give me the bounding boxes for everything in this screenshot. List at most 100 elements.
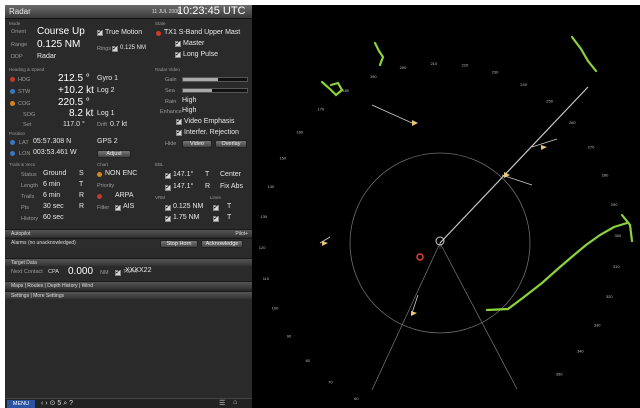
section-heading-label: Heading & Speed bbox=[9, 67, 45, 72]
menu-button[interactable]: MENU bbox=[7, 400, 35, 408]
hide-video-button[interactable]: Video bbox=[182, 140, 212, 148]
rings-checkbox[interactable] bbox=[112, 44, 118, 52]
pts-label: Pts bbox=[21, 205, 29, 211]
lat-status-icon bbox=[10, 140, 15, 145]
ais-checkbox[interactable] bbox=[115, 203, 121, 211]
radar-scope[interactable]: 350 60 70 80 90 100 110 120 130 140 150 160 170 180 19… bbox=[252, 5, 640, 408]
utc-clock: 10:23:45 UTC bbox=[177, 5, 246, 17]
line1-checkbox[interactable] bbox=[213, 203, 219, 211]
line2-true: T bbox=[227, 214, 232, 221]
hdg-source[interactable]: Gyro 1 bbox=[97, 75, 119, 82]
ebl1-checkbox[interactable] bbox=[165, 171, 171, 179]
own-ship-icon bbox=[435, 236, 445, 246]
vrm1-checkbox[interactable] bbox=[165, 203, 171, 211]
alarm-target-icon[interactable] bbox=[416, 253, 424, 261]
true-motion-checkbox[interactable] bbox=[97, 28, 103, 36]
bearing-label: 250 bbox=[546, 99, 553, 104]
hide-label: Hide bbox=[165, 141, 177, 147]
rain-value[interactable]: High bbox=[182, 97, 197, 104]
ais-target-5[interactable] bbox=[322, 241, 328, 246]
target-data-label: Target Data bbox=[11, 260, 37, 266]
bearing-label: 320 bbox=[606, 294, 613, 299]
stw-source[interactable]: Log 2 bbox=[97, 87, 115, 94]
vrm1-value[interactable]: 0.125 NM bbox=[173, 203, 204, 210]
ddp-value[interactable]: Radar bbox=[37, 53, 57, 60]
pilot-plus-label[interactable]: Pilot+ bbox=[235, 231, 248, 237]
home-icon[interactable]: ⌂ bbox=[233, 399, 238, 406]
ais-target-vector-4 bbox=[531, 138, 558, 148]
ais-target-4[interactable] bbox=[541, 145, 547, 150]
ebl2-checkbox[interactable] bbox=[165, 183, 171, 191]
cog-value: 220.5 ° bbox=[58, 97, 90, 108]
bearing-label: 150 bbox=[279, 155, 286, 160]
bearing-label: 290 bbox=[611, 202, 618, 207]
length-value[interactable]: 6 min bbox=[43, 181, 61, 188]
cpa-unit: NM bbox=[100, 270, 109, 276]
set-value: 117.0 ° bbox=[63, 121, 85, 128]
gain-slider[interactable] bbox=[182, 77, 248, 82]
status-value[interactable]: Ground bbox=[43, 170, 67, 177]
gain-slider-fill bbox=[183, 78, 219, 81]
rings-value[interactable]: 0.125 NM bbox=[120, 45, 147, 51]
footer-nav-icons[interactable]: ‹ › ⊙ 5 ⌕ ? bbox=[41, 400, 73, 407]
tcpa-checkbox[interactable] bbox=[115, 268, 121, 276]
layers-icon[interactable]: ☰ bbox=[219, 400, 226, 407]
ebl1-mode[interactable]: Center bbox=[220, 171, 242, 178]
length-label: Length bbox=[21, 183, 38, 189]
arpa-value[interactable]: ARPA bbox=[115, 192, 134, 199]
video-emphasis-checkbox[interactable] bbox=[176, 117, 182, 125]
orient-value[interactable]: Course Up bbox=[37, 26, 85, 37]
bearing-label: 120 bbox=[259, 245, 266, 250]
master-checkbox[interactable] bbox=[175, 39, 181, 47]
hide-overlay-button[interactable]: Overlay bbox=[215, 140, 247, 148]
enc-value[interactable]: NON ENC bbox=[105, 170, 138, 177]
bearing-label: 340 bbox=[577, 349, 584, 354]
autopilot-label: Autopilot bbox=[11, 231, 31, 237]
coast-echo-2 bbox=[320, 80, 344, 97]
date-display: 11 JUL 2006 bbox=[152, 9, 180, 15]
autopilot-bar[interactable]: Autopilot Pilot+ bbox=[5, 229, 252, 237]
ais-value: AIS bbox=[123, 203, 135, 210]
settings-bar[interactable]: Settings | More Settings bbox=[5, 291, 252, 299]
radar-display[interactable]: 350 60 70 80 90 100 110 120 130 140 150 160 170 180 19… bbox=[252, 5, 640, 408]
ais-target-3[interactable] bbox=[411, 311, 417, 316]
interference-checkbox[interactable] bbox=[176, 128, 182, 136]
transmit-status-icon bbox=[156, 31, 161, 36]
stop-horn-button[interactable]: Stop Horn bbox=[160, 240, 198, 248]
drift-label: Drift bbox=[97, 122, 108, 128]
range-value[interactable]: 0.125 NM bbox=[37, 39, 81, 50]
hdg-label: HDG bbox=[18, 77, 31, 83]
transmitter-label[interactable]: TX1 S-Band Upper Mast bbox=[164, 29, 241, 36]
section-video-label: Radar Video bbox=[155, 67, 180, 72]
line2-checkbox[interactable] bbox=[213, 214, 219, 222]
vrm2-value[interactable]: 1.75 NM bbox=[173, 214, 200, 221]
maps-bar[interactable]: Maps | Routes | Depth History | Wind bbox=[5, 281, 252, 289]
adjust-button[interactable]: Adjust bbox=[97, 150, 131, 158]
history-label: History bbox=[21, 216, 39, 222]
long-pulse-checkbox[interactable] bbox=[175, 50, 181, 58]
trails-time-value[interactable]: 6 min bbox=[43, 192, 61, 199]
ais-target-1[interactable] bbox=[412, 120, 418, 126]
enc-status-icon bbox=[97, 172, 102, 177]
ebl2-value[interactable]: 147.1° bbox=[173, 183, 194, 190]
vrm2-checkbox[interactable] bbox=[165, 214, 171, 222]
history-value[interactable]: 60 sec bbox=[43, 214, 64, 221]
rings-label: Rings bbox=[97, 46, 112, 52]
pts-value[interactable]: 30 sec bbox=[43, 203, 64, 210]
sog-label: SOG bbox=[23, 112, 36, 118]
target-data-bar[interactable]: Target Data bbox=[5, 258, 252, 266]
enhance-value[interactable]: High bbox=[182, 107, 197, 114]
ebl2-mode[interactable]: Fix Abs bbox=[220, 183, 243, 190]
ais-target-symbols[interactable] bbox=[322, 120, 547, 316]
ais-target-2[interactable] bbox=[504, 172, 510, 178]
alarms-bar[interactable]: Alarms (no unacknowledged) Stop Horn Ack… bbox=[5, 238, 252, 248]
pts-symbol: R bbox=[79, 203, 85, 210]
acknowledge-button[interactable]: Acknowledge bbox=[201, 240, 243, 248]
sog-source[interactable]: Log 1 bbox=[97, 110, 115, 117]
ebl1-value[interactable]: 147.1° bbox=[173, 171, 194, 178]
gps-source[interactable]: GPS 2 bbox=[97, 138, 118, 145]
bearing-label: 220 bbox=[461, 63, 468, 68]
interference-label: Interfer. Rejection bbox=[184, 129, 239, 136]
sea-slider[interactable] bbox=[182, 88, 248, 93]
coast-echo-5 bbox=[620, 213, 634, 243]
